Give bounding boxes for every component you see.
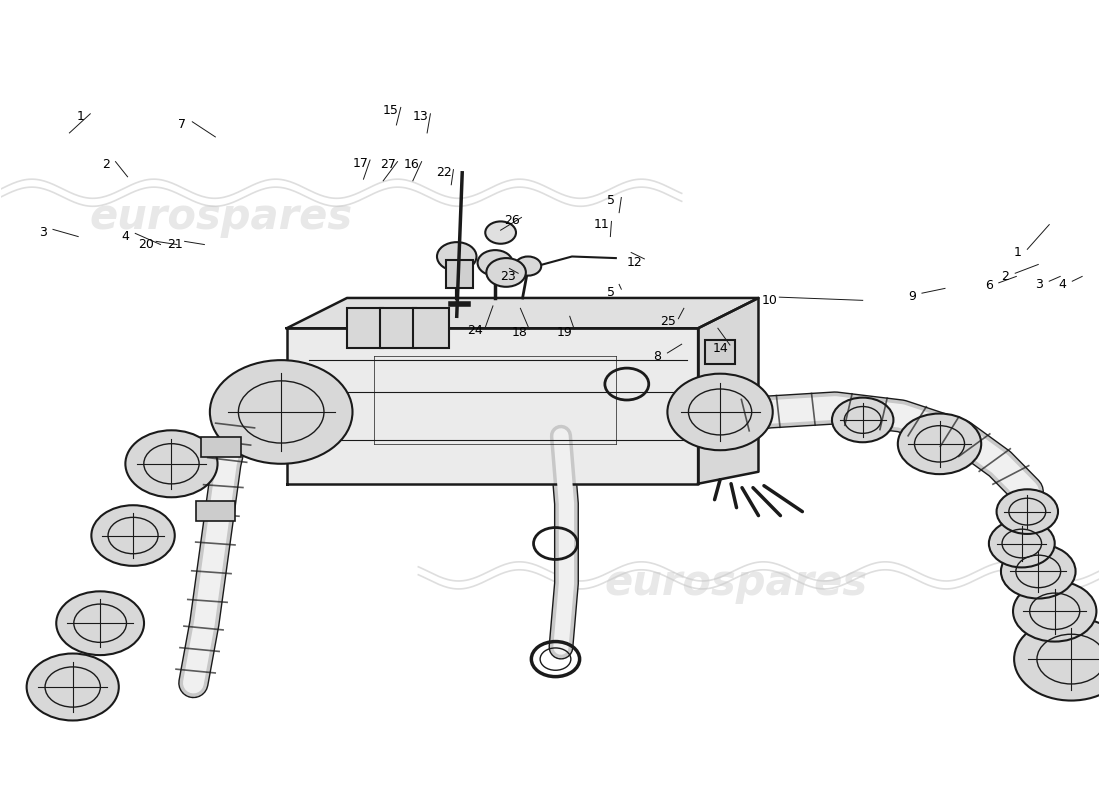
Text: 22: 22 <box>436 166 451 179</box>
Text: eurospares: eurospares <box>89 196 352 238</box>
Circle shape <box>437 242 476 271</box>
Text: 12: 12 <box>627 255 642 269</box>
Circle shape <box>668 374 772 450</box>
Bar <box>196 502 235 521</box>
Circle shape <box>1013 581 1097 642</box>
Text: 4: 4 <box>121 230 130 243</box>
Text: 5: 5 <box>607 194 615 207</box>
Text: 9: 9 <box>909 290 916 303</box>
FancyBboxPatch shape <box>346 308 383 348</box>
Text: 14: 14 <box>712 342 728 354</box>
Circle shape <box>515 257 541 276</box>
Text: 24: 24 <box>468 324 483 337</box>
Text: 13: 13 <box>412 110 428 123</box>
Circle shape <box>898 414 981 474</box>
FancyBboxPatch shape <box>446 261 473 288</box>
Text: 20: 20 <box>139 238 154 251</box>
Polygon shape <box>287 328 698 484</box>
Text: 4: 4 <box>1058 278 1066 291</box>
Text: 3: 3 <box>40 226 47 239</box>
Text: 7: 7 <box>178 118 186 131</box>
Circle shape <box>56 591 144 655</box>
Circle shape <box>997 490 1058 534</box>
Text: 19: 19 <box>557 326 572 338</box>
FancyBboxPatch shape <box>379 308 416 348</box>
Text: 1: 1 <box>1013 246 1022 259</box>
Circle shape <box>26 654 119 721</box>
Text: 5: 5 <box>607 286 615 299</box>
FancyBboxPatch shape <box>412 308 449 348</box>
Text: 11: 11 <box>594 218 609 231</box>
Text: 23: 23 <box>500 270 516 283</box>
Circle shape <box>125 430 218 498</box>
Polygon shape <box>698 298 759 484</box>
Text: 21: 21 <box>167 238 183 251</box>
Text: 10: 10 <box>761 294 778 307</box>
Circle shape <box>989 519 1055 567</box>
Circle shape <box>1014 618 1100 701</box>
FancyBboxPatch shape <box>705 340 736 364</box>
Circle shape <box>485 222 516 244</box>
Text: 26: 26 <box>504 214 519 227</box>
Circle shape <box>477 250 513 276</box>
Circle shape <box>210 360 352 464</box>
Text: 2: 2 <box>1001 270 1010 283</box>
Text: 1: 1 <box>77 110 85 123</box>
Text: eurospares: eurospares <box>605 562 868 604</box>
Text: 25: 25 <box>661 315 676 328</box>
Circle shape <box>91 506 175 566</box>
Text: 18: 18 <box>512 326 527 338</box>
Text: 6: 6 <box>984 279 993 293</box>
Text: 15: 15 <box>383 104 399 117</box>
Circle shape <box>1001 544 1076 598</box>
Polygon shape <box>287 298 759 328</box>
Text: 17: 17 <box>352 157 368 170</box>
Bar <box>201 438 241 458</box>
Text: 3: 3 <box>1035 278 1043 291</box>
Text: 2: 2 <box>101 158 110 171</box>
Text: 27: 27 <box>379 158 396 171</box>
Text: 16: 16 <box>404 158 419 171</box>
Circle shape <box>486 258 526 286</box>
Text: 8: 8 <box>653 350 661 362</box>
Circle shape <box>832 398 893 442</box>
